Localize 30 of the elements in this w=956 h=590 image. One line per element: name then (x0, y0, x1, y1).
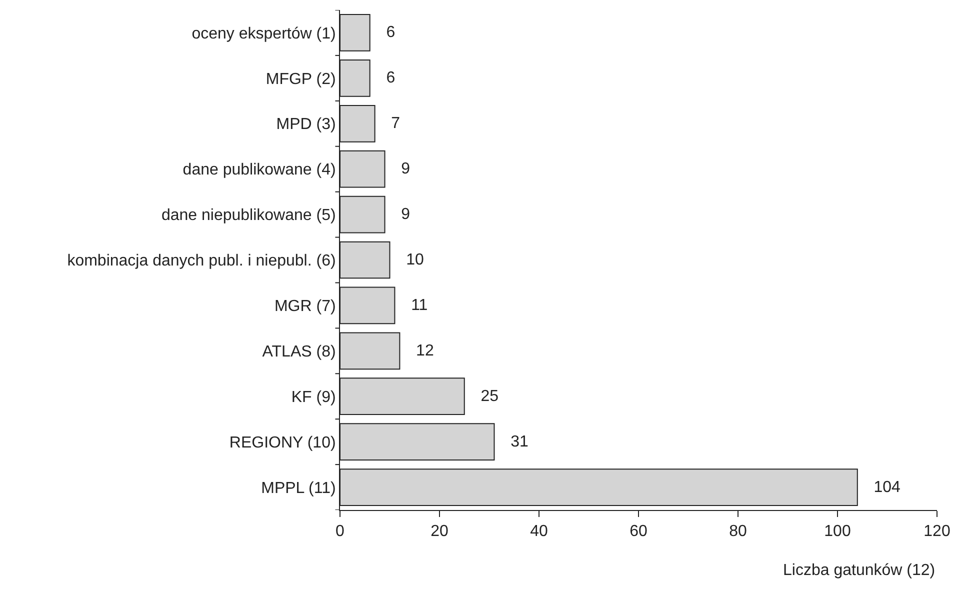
x-tick-label: 0 (336, 523, 345, 540)
y-tick-label: MGR (7) (274, 298, 336, 316)
data-label: 7 (378, 115, 400, 132)
y-tick-label: oceny ekspertów (1) (192, 25, 336, 42)
data-label: 9 (388, 206, 410, 224)
y-tick-label: kombinacja danych publ. i niepubl. (6) (67, 252, 336, 270)
x-tick-label: 60 (630, 523, 648, 540)
data-label: 104 (860, 478, 901, 496)
y-tick-label: KF (9) (291, 388, 336, 406)
x-tick-label: 80 (729, 523, 747, 540)
y-tick-label: MPD (3) (276, 116, 336, 134)
x-tick-label: 40 (530, 523, 548, 540)
x-tick-label: 120 (924, 523, 950, 540)
x-axis-title: Liczba gatunków (12) (783, 562, 936, 579)
y-tick-label: REGIONY (10) (229, 434, 336, 452)
data-label: 25 (467, 388, 499, 405)
x-tick-label: 20 (430, 523, 448, 540)
data-label: 6 (372, 24, 396, 42)
data-label: 9 (388, 160, 410, 178)
y-tick-label: dane niepublikowane (5) (161, 207, 336, 224)
y-tick-label: MFGP (2) (266, 70, 336, 88)
data-label: 11 (398, 296, 428, 314)
y-tick-label: dane publikowane (4) (182, 162, 336, 179)
x-tick-label: 100 (824, 523, 851, 540)
data-label: 6 (372, 70, 396, 87)
data-label: 12 (402, 342, 434, 360)
y-tick-label: MPPL (11) (261, 480, 336, 497)
data-label: 10 (392, 252, 424, 268)
y-tick-label: ATLAS (8) (262, 344, 336, 361)
data-label: 31 (497, 433, 528, 450)
